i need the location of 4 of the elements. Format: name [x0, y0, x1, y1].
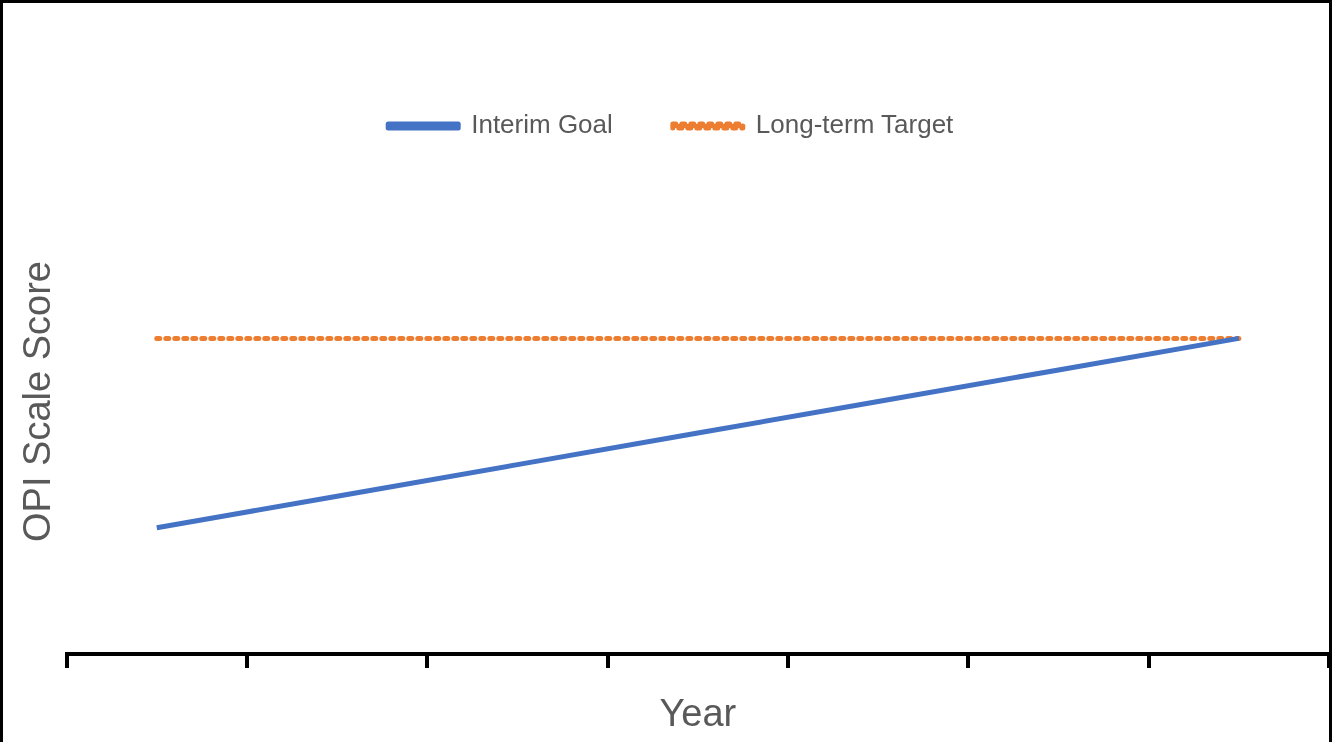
y-axis-title: OPI Scale Score [16, 261, 59, 542]
legend-label: Long-term Target [755, 109, 955, 140]
legend-label: Interim Goal [471, 109, 613, 140]
x-axis-title: Year [659, 691, 737, 734]
